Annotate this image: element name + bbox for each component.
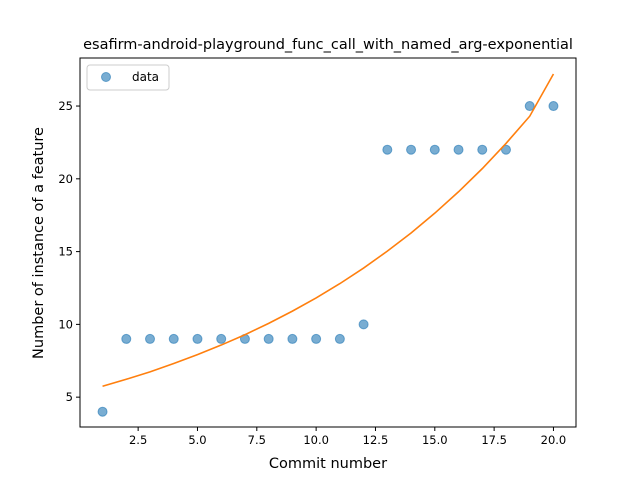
data-point xyxy=(263,333,274,344)
data-point xyxy=(168,333,179,344)
data-point xyxy=(287,333,298,344)
x-tick-label: 17.5 xyxy=(481,433,507,447)
y-tick-label: 15 xyxy=(58,245,73,259)
x-tick-label: 12.5 xyxy=(363,433,389,447)
y-tick-label: 20 xyxy=(58,172,73,186)
data-point xyxy=(334,333,345,344)
data-point xyxy=(121,333,132,344)
x-tick-label: 5.0 xyxy=(188,433,206,447)
x-tick-label: 7.5 xyxy=(248,433,266,447)
x-tick-label: 20.0 xyxy=(541,433,567,447)
legend-box xyxy=(86,64,170,91)
data-point xyxy=(192,333,203,344)
data-point xyxy=(311,333,322,344)
legend-label: data xyxy=(132,70,159,84)
data-point xyxy=(406,144,417,155)
data-point xyxy=(145,333,156,344)
data-point xyxy=(358,319,369,330)
x-axis-label: Commit number xyxy=(269,456,387,472)
data-point xyxy=(524,101,535,112)
chart-title: esafirm-android-playground_func_call_wit… xyxy=(83,37,573,53)
fit-line xyxy=(102,73,555,388)
x-tick-label: 10.0 xyxy=(303,433,329,447)
x-tick-label: 2.5 xyxy=(129,433,147,447)
data-point xyxy=(97,406,108,417)
data-point xyxy=(453,144,464,155)
plot-area xyxy=(97,73,559,417)
legend-marker xyxy=(101,72,111,82)
y-tick-label: 10 xyxy=(58,317,73,331)
data-point xyxy=(429,144,440,155)
axes-ticks: 2.5 5.0 7.5 10.0 12.5 15.0 17.5 20.0 5 10 15 20 25 xyxy=(58,99,566,447)
data-point xyxy=(477,144,488,155)
y-tick-label: 25 xyxy=(58,99,73,113)
x-tick-label: 15.0 xyxy=(422,433,448,447)
data-point xyxy=(548,101,559,112)
data-point xyxy=(216,333,227,344)
y-axis-label: Number of instance of a feature xyxy=(31,127,47,359)
data-point xyxy=(382,144,393,155)
plot-frame xyxy=(79,57,577,428)
data-point xyxy=(500,144,511,155)
y-tick-label: 5 xyxy=(66,390,73,404)
legend: data xyxy=(86,64,170,91)
